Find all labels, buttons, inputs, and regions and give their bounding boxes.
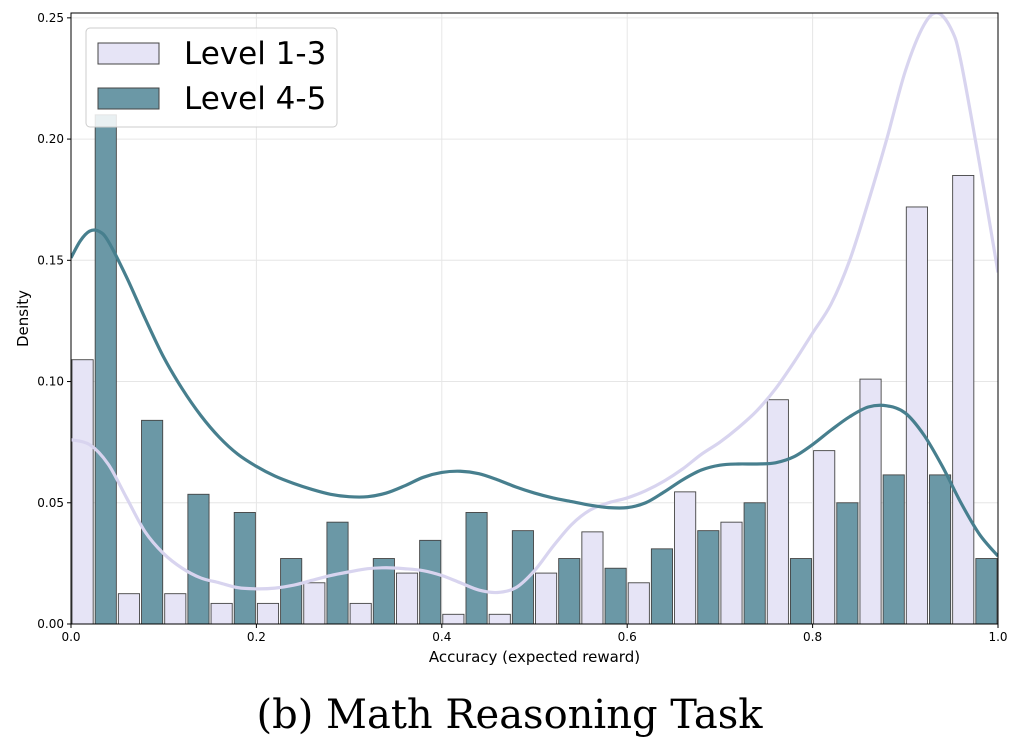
bar-level-4-5 bbox=[604, 567, 627, 625]
bar-level-1-3 bbox=[488, 613, 511, 625]
bar-level-4-5 bbox=[419, 539, 442, 625]
bar-level-1-3 bbox=[164, 593, 187, 625]
bar-level-1-3 bbox=[581, 531, 604, 625]
y-axis-label: Density bbox=[14, 290, 32, 347]
bar-level-4-5 bbox=[650, 548, 673, 625]
bar-level-1-3 bbox=[349, 602, 372, 625]
bar-level-1-3 bbox=[210, 602, 233, 625]
x-tick-label: 1.0 bbox=[988, 630, 1007, 644]
bar-level-1-3 bbox=[117, 593, 140, 625]
axis-ticks: 0.0 0.2 0.4 0.6 0.8 1.0 0.00 0.05 0.10 0.15 0.20 0.… bbox=[37, 11, 1007, 644]
y-tick-label: 0.25 bbox=[37, 11, 64, 25]
bar-level-1-3 bbox=[859, 378, 882, 625]
bar-level-1-3 bbox=[674, 491, 697, 625]
bar-level-1-3 bbox=[535, 572, 558, 625]
bar-level-1-3 bbox=[720, 521, 743, 625]
bar-level-4-5 bbox=[233, 512, 256, 625]
x-tick-label: 0.2 bbox=[247, 630, 266, 644]
y-tick-label: 0.20 bbox=[37, 132, 64, 146]
bar-level-1-3 bbox=[256, 602, 280, 625]
bar-level-1-3 bbox=[442, 613, 465, 625]
bar-level-4-5 bbox=[280, 558, 303, 625]
histogram-bars bbox=[71, 114, 998, 625]
bar-level-1-3 bbox=[813, 450, 836, 625]
legend-label-level-1-3: Level 1-3 bbox=[184, 36, 326, 72]
bar-level-4-5 bbox=[465, 512, 488, 625]
legend-swatch-level-4-5 bbox=[97, 87, 160, 110]
kde-curve-level-1-3 bbox=[71, 13, 998, 595]
kde-curve-level-4-5 bbox=[71, 228, 998, 558]
legend: Level 1-3 Level 4-5 bbox=[85, 27, 338, 128]
density-curves bbox=[71, 13, 998, 595]
plot-frame bbox=[70, 12, 999, 625]
legend-label-level-4-5: Level 4-5 bbox=[184, 81, 326, 117]
bar-level-1-3 bbox=[71, 359, 94, 625]
bar-level-4-5 bbox=[697, 530, 720, 625]
bar-level-4-5 bbox=[558, 558, 581, 625]
x-tick-label: 0.8 bbox=[803, 630, 822, 644]
figure-caption: (b) Math Reasoning Task bbox=[256, 692, 763, 738]
bar-level-4-5 bbox=[187, 493, 210, 625]
bar-level-4-5 bbox=[975, 558, 998, 625]
bar-level-1-3 bbox=[627, 582, 650, 625]
legend-swatch-level-1-3 bbox=[97, 42, 160, 65]
bar-level-4-5 bbox=[94, 114, 117, 625]
bar-level-1-3 bbox=[766, 399, 789, 625]
x-tick-label: 0.6 bbox=[618, 630, 637, 644]
bar-level-4-5 bbox=[743, 502, 766, 625]
y-tick-label: 0.05 bbox=[37, 496, 64, 510]
bar-level-1-3 bbox=[396, 572, 419, 625]
bar-level-1-3 bbox=[952, 174, 975, 625]
bar-level-4-5 bbox=[929, 474, 952, 625]
x-tick-label: 0.0 bbox=[61, 630, 80, 644]
y-tick-label: 0.10 bbox=[37, 375, 64, 389]
bar-level-4-5 bbox=[836, 502, 859, 625]
bar-level-4-5 bbox=[141, 419, 164, 625]
bar-level-1-3 bbox=[303, 582, 326, 625]
bar-level-4-5 bbox=[789, 558, 813, 625]
x-axis-label: Accuracy (expected reward) bbox=[429, 648, 640, 666]
y-tick-label: 0.15 bbox=[37, 253, 64, 267]
y-tick-label: 0.00 bbox=[37, 617, 64, 631]
x-tick-label: 0.4 bbox=[432, 630, 451, 644]
bar-level-4-5 bbox=[882, 474, 905, 625]
